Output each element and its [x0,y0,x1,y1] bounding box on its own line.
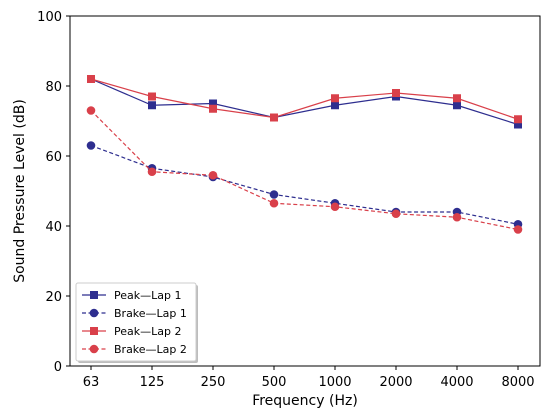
y-axis: 0 20 40 60 80 100 [37,10,70,375]
x-axis: 63 125 250 500 1000 2000 4000 8000 [83,366,535,390]
legend-label: Peak—Lap 2 [114,325,181,338]
x-tick-label: 2000 [379,375,412,390]
x-tick-label: 8000 [501,375,534,390]
legend-label: Brake—Lap 2 [114,343,187,356]
data-point [209,104,217,113]
data-point [452,212,462,222]
y-tick-label: 0 [54,360,62,375]
data-point [270,113,278,122]
x-tick-label: 63 [83,375,100,390]
x-tick-label: 250 [201,375,226,390]
series-line [90,144,519,225]
data-point [392,89,400,97]
y-tick-label: 20 [45,290,62,305]
plot-frame [69,15,541,367]
y-tick-label: 60 [45,150,62,165]
legend-entry: Brake—Lap 2 [82,343,187,356]
data-point [330,202,340,212]
data-point [209,99,217,108]
y-tick-label: 100 [37,10,62,25]
legend-marker [90,327,98,335]
series-3 [86,106,523,234]
data-point [391,209,401,219]
data-point [331,94,339,103]
data-point [453,94,461,103]
data-point [86,106,96,115]
data-point [148,101,156,110]
legend-label: Peak—Lap 1 [114,289,181,302]
x-tick-label: 1000 [318,375,351,390]
x-tick-label: 4000 [440,375,473,390]
legend-label: Brake—Lap 1 [114,307,187,320]
data-point [269,190,279,199]
y-tick-label: 80 [45,80,62,95]
data-point [86,141,96,150]
x-tick-label: 500 [262,375,287,390]
series-line [90,78,519,120]
legend-box [75,282,197,362]
data-point [514,120,522,129]
series-2 [87,75,522,124]
legend-entry: Peak—Lap 2 [82,325,181,338]
y-tick-label: 40 [45,220,62,235]
data-point [331,101,339,110]
series-line [90,78,519,126]
x-tick-label: 125 [140,375,165,390]
series-layer [86,75,523,234]
data-point [269,198,279,208]
legend-entry: Peak—Lap 1 [82,289,181,302]
data-point [208,170,218,180]
legend-entry: Brake—Lap 1 [82,307,187,320]
x-axis-label: Frequency (Hz) [252,393,358,409]
legend-marker [89,344,99,354]
data-point [453,101,461,110]
legend-marker [90,291,98,299]
data-point [513,225,523,234]
data-point [147,167,157,177]
data-point [87,75,95,83]
data-point [514,115,522,124]
legend-marker [89,308,99,318]
legend: Peak—Lap 1 Brake—Lap 1 Peak—Lap 2 Brake—Lap… [75,282,198,363]
y-axis-label: Sound Pressure Level (dB) [12,99,28,283]
data-point [148,92,156,101]
